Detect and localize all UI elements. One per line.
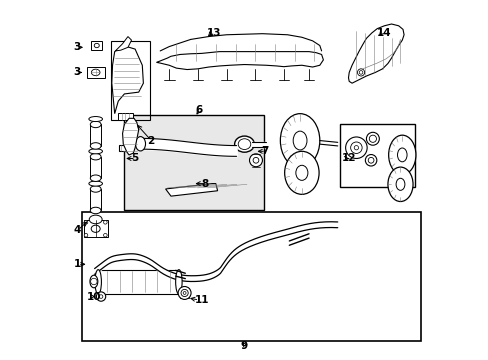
Bar	[180, 288, 189, 298]
Bar	[219, 53, 262, 62]
Circle shape	[103, 233, 107, 237]
Ellipse shape	[89, 181, 102, 186]
Text: 5: 5	[131, 153, 139, 163]
Ellipse shape	[89, 215, 102, 224]
Bar	[82, 212, 420, 341]
Text: 1: 1	[73, 259, 81, 269]
Text: 3: 3	[73, 67, 81, 77]
Polygon shape	[112, 45, 143, 114]
Text: 13: 13	[206, 28, 221, 38]
Text: 11: 11	[195, 295, 209, 305]
Text: 4: 4	[73, 225, 81, 235]
Ellipse shape	[90, 121, 101, 128]
Text: 14: 14	[376, 28, 391, 38]
Bar	[90, 157, 101, 178]
Bar	[90, 125, 101, 146]
Polygon shape	[122, 118, 139, 155]
Bar	[269, 53, 301, 62]
Polygon shape	[115, 37, 131, 51]
Bar	[98, 294, 104, 299]
Ellipse shape	[280, 114, 319, 167]
Ellipse shape	[234, 136, 254, 152]
Circle shape	[345, 137, 366, 158]
Circle shape	[178, 287, 191, 300]
Circle shape	[96, 292, 105, 301]
Bar	[119, 145, 132, 150]
Ellipse shape	[238, 139, 250, 149]
Text: 2: 2	[147, 136, 154, 145]
Circle shape	[84, 221, 88, 224]
Bar	[90, 189, 101, 211]
Circle shape	[103, 221, 107, 224]
Ellipse shape	[94, 43, 99, 48]
Ellipse shape	[90, 153, 101, 160]
Bar	[98, 270, 179, 294]
Ellipse shape	[89, 117, 102, 122]
Circle shape	[365, 154, 376, 166]
Ellipse shape	[90, 207, 101, 214]
Ellipse shape	[89, 149, 102, 154]
Text: 12: 12	[341, 153, 355, 163]
Bar	[124, 116, 264, 211]
Bar	[83, 220, 107, 237]
Ellipse shape	[388, 135, 415, 175]
Bar	[91, 41, 102, 50]
Ellipse shape	[387, 167, 412, 202]
Text: 10: 10	[86, 292, 101, 302]
Ellipse shape	[90, 186, 101, 192]
Text: 8: 8	[201, 179, 208, 189]
Text: 3: 3	[73, 42, 81, 52]
Text: 7: 7	[261, 146, 268, 156]
Bar	[339, 125, 414, 187]
Ellipse shape	[95, 270, 101, 294]
Polygon shape	[165, 184, 217, 196]
Ellipse shape	[90, 143, 101, 149]
Ellipse shape	[91, 69, 100, 76]
Ellipse shape	[284, 151, 319, 194]
Circle shape	[249, 154, 262, 167]
Circle shape	[84, 233, 88, 237]
Text: 6: 6	[195, 105, 202, 115]
Ellipse shape	[90, 175, 101, 181]
Text: 9: 9	[241, 341, 247, 351]
Circle shape	[366, 132, 379, 145]
Bar	[111, 41, 149, 120]
Ellipse shape	[90, 275, 98, 288]
Bar	[118, 113, 133, 120]
Bar	[86, 67, 104, 78]
Ellipse shape	[91, 225, 100, 232]
Ellipse shape	[175, 270, 182, 294]
Ellipse shape	[135, 136, 145, 151]
Polygon shape	[348, 24, 403, 83]
Polygon shape	[156, 51, 323, 69]
